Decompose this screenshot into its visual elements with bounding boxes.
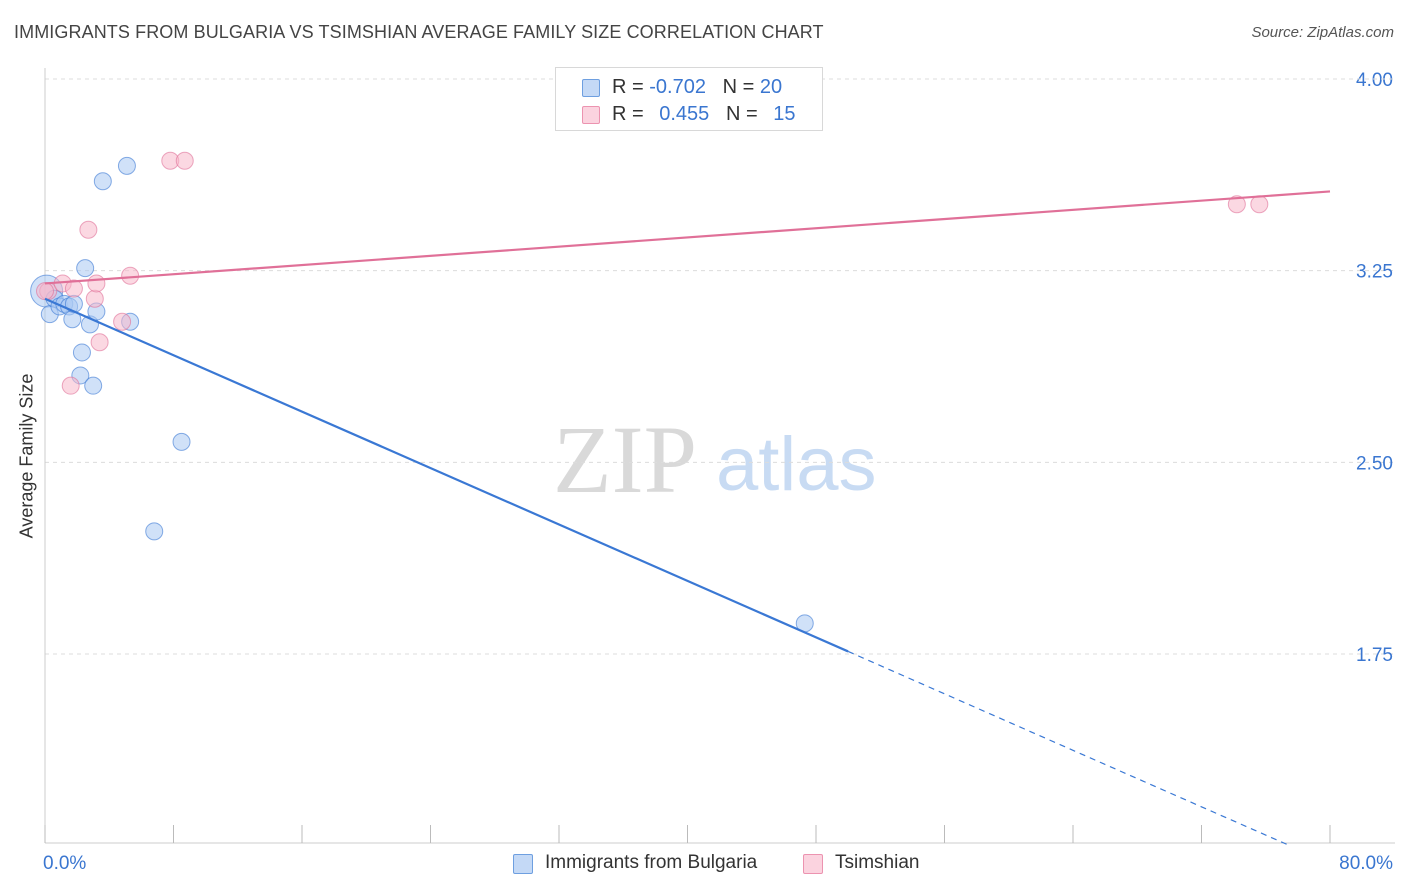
- bulgaria-point: [93, 172, 112, 191]
- chart-title: IMMIGRANTS FROM BULGARIA VS TSIMSHIAN AV…: [14, 22, 824, 42]
- y-axis-title: Average Family Size: [16, 373, 37, 539]
- legend-row-bulgaria: R = -0.702 N = 20: [556, 74, 822, 102]
- legend-r-label: R =: [612, 76, 650, 98]
- bulgaria-trend-line: [44, 297, 849, 653]
- tsimshian-point: [113, 312, 132, 331]
- tsimshian-point: [90, 333, 109, 352]
- legend-r-label: R =: [612, 103, 650, 125]
- y-tick-label: 2.50: [1356, 453, 1393, 474]
- tsimshian-point: [85, 289, 104, 308]
- legend-n-label: N =: [722, 76, 760, 98]
- legend-n-value: 20: [759, 76, 783, 98]
- bulgaria-point: [72, 343, 91, 362]
- tsimshian-point: [1250, 195, 1269, 214]
- bulgaria-point: [117, 156, 136, 175]
- tsimshian-point: [79, 220, 98, 239]
- legend-r-value: 0.455: [659, 103, 710, 125]
- legend-swatch-tsimshian: [582, 106, 600, 124]
- tsimshian-point: [64, 279, 83, 298]
- series-label-bulgaria: Immigrants from Bulgaria: [545, 852, 758, 873]
- tsimshian-point: [175, 151, 194, 170]
- bulgaria-point: [145, 522, 164, 541]
- watermark-atlas: atlas: [716, 422, 877, 507]
- watermark-zip: ZIP: [553, 406, 697, 513]
- series-swatch-bulgaria: [513, 854, 533, 874]
- tsimshian-point: [36, 282, 54, 301]
- bulgaria-point: [84, 376, 103, 395]
- series-legend: Immigrants from Bulgaria Tsimshian: [0, 852, 1406, 878]
- tsimshian-point: [61, 376, 80, 395]
- bulgaria-trend-extension: [847, 650, 1291, 847]
- tsimshian-point: [121, 266, 140, 285]
- x-tick-label: 0.0%: [43, 853, 86, 874]
- series-label-tsimshian: Tsimshian: [835, 852, 920, 873]
- tsimshian-point: [1227, 195, 1246, 214]
- series-swatch-tsimshian: [803, 854, 823, 874]
- y-tick-label: 4.00: [1356, 70, 1393, 91]
- bulgaria-point: [172, 432, 191, 451]
- y-tick-label: 1.75: [1356, 645, 1393, 666]
- y-tick-label: 3.25: [1356, 262, 1393, 283]
- bulgaria-point: [76, 259, 95, 278]
- legend-n-value: 15: [773, 103, 796, 125]
- legend-swatch-bulgaria: [582, 79, 600, 97]
- correlation-legend: R = -0.702 N = 20 R = 0.455 N = 15: [555, 67, 823, 131]
- x-tick-label: 80.0%: [1339, 853, 1393, 874]
- legend-row-tsimshian: R = 0.455 N = 15: [556, 101, 822, 129]
- tsimshian-point: [87, 274, 106, 293]
- source-credit: Source: ZipAtlas.com: [1251, 24, 1394, 41]
- tsimshian-trend-line: [44, 190, 1331, 285]
- legend-r-value: -0.702: [649, 76, 706, 98]
- legend-n-label: N =: [725, 103, 764, 125]
